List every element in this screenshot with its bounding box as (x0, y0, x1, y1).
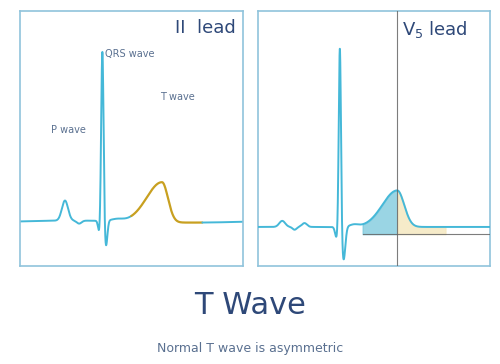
Text: Normal T wave is asymmetric: Normal T wave is asymmetric (157, 342, 343, 355)
Text: $\mathrm{V_5}$ lead: $\mathrm{V_5}$ lead (402, 19, 467, 40)
Text: P wave: P wave (51, 125, 86, 135)
Text: II  lead: II lead (175, 19, 236, 36)
Text: T Wave: T Wave (194, 291, 306, 320)
Text: T wave: T wave (160, 92, 195, 102)
Text: QRS wave: QRS wave (104, 49, 154, 59)
